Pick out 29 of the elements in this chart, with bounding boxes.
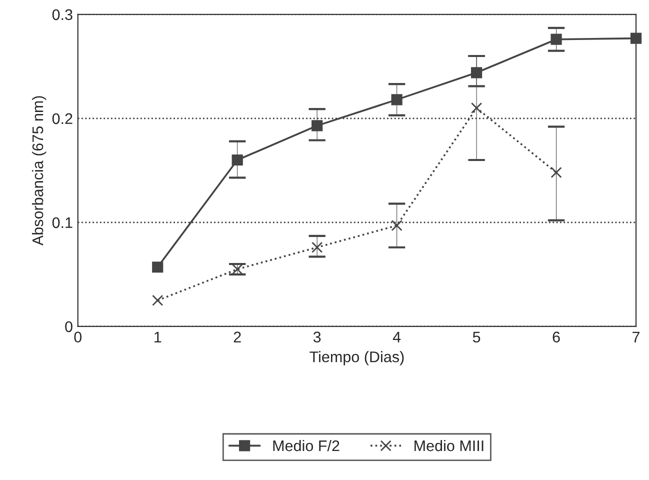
point — [391, 94, 402, 106]
y-tick-label: 0.3 — [52, 9, 72, 20]
x-tick-label: 4 — [392, 332, 401, 342]
point — [550, 34, 562, 45]
point — [630, 32, 642, 44]
legend-label: Medio F/2 — [273, 440, 340, 452]
x-tick-label: 2 — [234, 332, 241, 342]
point — [152, 294, 164, 306]
x-tick-label: 0 — [74, 332, 82, 342]
x-tick-label: 1 — [154, 332, 162, 342]
point — [232, 154, 243, 166]
legend-label: Medio MIII — [414, 440, 484, 452]
y-tick-label: 0.1 — [52, 217, 72, 228]
point — [312, 242, 323, 253]
y-tick-label: 0.2 — [52, 113, 72, 124]
y-tick-label: 0 — [65, 321, 72, 332]
point — [550, 166, 562, 178]
x-tick-label: 3 — [313, 332, 321, 342]
point — [232, 264, 243, 275]
x-axis-title: Tiempo (Dias) — [310, 351, 404, 366]
point — [391, 220, 402, 232]
point — [312, 120, 323, 132]
x-tick-label: 5 — [472, 332, 480, 342]
y-axis-title: Absorbancia (675 nm) — [32, 96, 46, 246]
point — [470, 102, 482, 114]
point — [470, 67, 482, 78]
x-tick-label: 7 — [632, 332, 640, 342]
point — [152, 262, 164, 273]
x-tick-label: 6 — [552, 332, 560, 342]
